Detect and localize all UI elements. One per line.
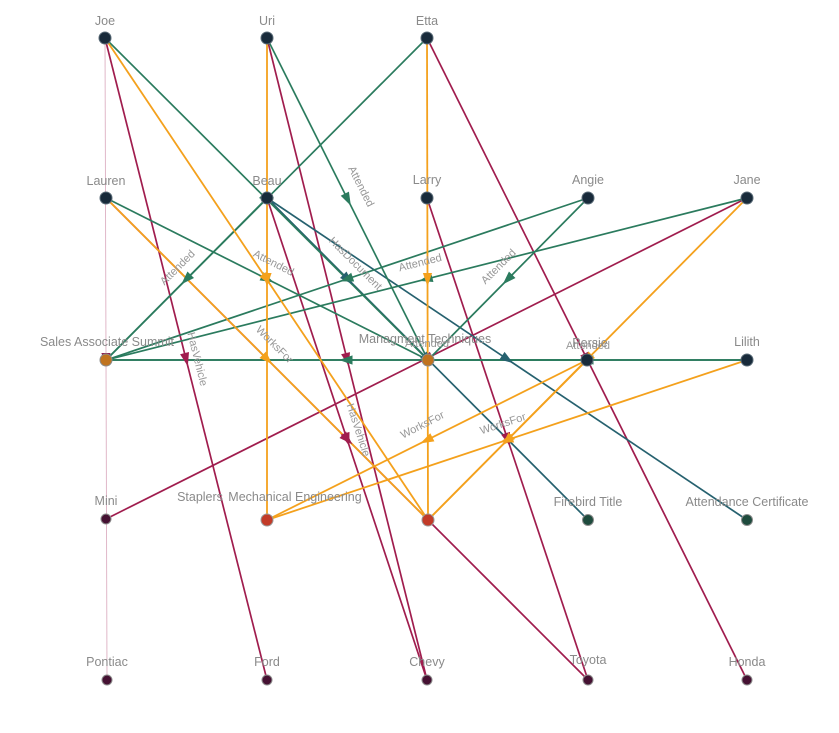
node-pontiac[interactable]	[101, 674, 113, 686]
arrowhead-angie-mt	[502, 271, 516, 285]
node-label-ford: Ford	[254, 655, 280, 669]
node-angie[interactable]	[581, 191, 595, 205]
node-attcert[interactable]	[741, 514, 753, 526]
node-ford[interactable]	[261, 674, 273, 686]
node-mt[interactable]	[421, 353, 435, 367]
arrowhead-beau-attcert	[499, 351, 514, 364]
node-label-pontiac: Pontiac	[86, 655, 128, 669]
node-label-mini: Mini	[95, 494, 118, 508]
node-label-persie: Persie	[572, 336, 607, 350]
arrowhead-joe-ford	[180, 352, 189, 367]
node-lauren[interactable]	[99, 191, 113, 205]
node-persie[interactable]	[580, 353, 594, 367]
arrowhead-etta-mecheng	[422, 272, 433, 287]
node-label-mecheng: Mechanical Engineering	[228, 490, 361, 504]
node-label-joe: Joe	[95, 14, 115, 28]
node-uri[interactable]	[260, 31, 274, 45]
node-chevy[interactable]	[421, 674, 433, 686]
edge-label-lilith-mt: Attended	[566, 340, 610, 352]
node-label-lauren: Lauren	[87, 174, 126, 188]
arrowhead-persie-sas	[339, 355, 353, 365]
node-label-angie: Angie	[572, 173, 604, 187]
node-label-toyota: Toyota	[570, 653, 607, 667]
node-label-larry: Larry	[413, 173, 442, 187]
edge-label-lilith-staplers: WorksFor	[479, 411, 528, 437]
edge-label-beau-sas: Attended	[158, 248, 198, 288]
node-label-attcert: Attendance Certificate	[686, 495, 809, 509]
edge-label-persie-staplers: WorksFor	[399, 409, 447, 441]
arrowhead-beau-sas	[181, 271, 194, 285]
arrowhead-uri-mt	[340, 191, 351, 206]
node-firebird[interactable]	[582, 514, 594, 526]
node-label-chevy: Chevy	[409, 655, 445, 669]
layer-edgeLabels: HasVehicleHasVehicleHasDocumentAttendedA…	[158, 164, 610, 458]
layer-nodes	[98, 31, 754, 686]
node-beau[interactable]	[260, 191, 274, 205]
node-label-etta: Etta	[416, 14, 438, 28]
node-jane[interactable]	[740, 191, 754, 205]
node-sas[interactable]	[99, 353, 113, 367]
edge-label-angie-mt: Attended	[479, 247, 519, 287]
node-joe[interactable]	[98, 31, 112, 45]
node-label-lilith: Lilith	[734, 335, 760, 349]
arrowhead-persie-staplers	[420, 433, 435, 444]
edge-label-jane-sas: Attended	[397, 252, 443, 274]
node-etta[interactable]	[420, 31, 434, 45]
node-staplers[interactable]	[260, 513, 274, 527]
node-label-firebird: Firebird Title	[554, 495, 623, 509]
node-lilith[interactable]	[740, 353, 754, 367]
node-label-staplers: Staplers	[177, 490, 223, 504]
edge-label-lilith-sas: Attended	[405, 338, 449, 350]
node-toyota[interactable]	[582, 674, 594, 686]
node-larry[interactable]	[420, 191, 434, 205]
node-mecheng[interactable]	[421, 513, 435, 527]
node-honda[interactable]	[741, 674, 753, 686]
node-label-honda: Honda	[729, 655, 766, 669]
arrowhead-uri-staplers	[262, 273, 272, 287]
node-label-sas: Sales Associate Summit	[40, 335, 175, 349]
node-label-uri: Uri	[259, 14, 275, 28]
edge-label-beau-mt: HasDocument	[326, 235, 384, 293]
node-label-beau: Beau	[252, 174, 281, 188]
arrowhead-lauren-mecheng	[259, 351, 273, 365]
node-mini[interactable]	[100, 513, 112, 525]
arrowhead-lauren-toyota	[339, 431, 353, 445]
arrowhead-angie-sas	[339, 272, 355, 282]
arrowhead-lilith-staplers	[499, 433, 515, 443]
node-label-mt: Managment Techniques	[359, 332, 492, 346]
layer-nodeLabels: Joe Uri Etta Lauren Beau Larry Angie Jane Sales …	[40, 14, 809, 669]
node-label-jane: Jane	[733, 173, 760, 187]
